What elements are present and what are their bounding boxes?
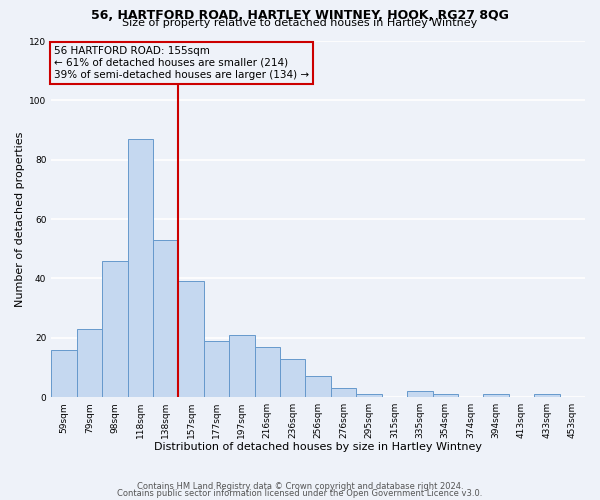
Bar <box>204 340 229 397</box>
Bar <box>407 391 433 397</box>
Text: Contains HM Land Registry data © Crown copyright and database right 2024.: Contains HM Land Registry data © Crown c… <box>137 482 463 491</box>
Bar <box>153 240 178 397</box>
Bar <box>305 376 331 397</box>
Text: Size of property relative to detached houses in Hartley Wintney: Size of property relative to detached ho… <box>122 18 478 28</box>
Text: 56, HARTFORD ROAD, HARTLEY WINTNEY, HOOK, RG27 8QG: 56, HARTFORD ROAD, HARTLEY WINTNEY, HOOK… <box>91 9 509 22</box>
Bar <box>51 350 77 397</box>
Bar <box>331 388 356 397</box>
Bar <box>254 346 280 397</box>
Bar <box>128 139 153 397</box>
Text: 56 HARTFORD ROAD: 155sqm
← 61% of detached houses are smaller (214)
39% of semi-: 56 HARTFORD ROAD: 155sqm ← 61% of detach… <box>54 46 309 80</box>
Bar <box>178 282 204 397</box>
Bar <box>229 335 254 397</box>
Bar <box>280 358 305 397</box>
Bar <box>102 260 128 397</box>
Bar <box>484 394 509 397</box>
Bar <box>534 394 560 397</box>
Bar <box>77 329 102 397</box>
X-axis label: Distribution of detached houses by size in Hartley Wintney: Distribution of detached houses by size … <box>154 442 482 452</box>
Y-axis label: Number of detached properties: Number of detached properties <box>15 132 25 306</box>
Bar <box>433 394 458 397</box>
Bar <box>356 394 382 397</box>
Text: Contains public sector information licensed under the Open Government Licence v3: Contains public sector information licen… <box>118 488 482 498</box>
